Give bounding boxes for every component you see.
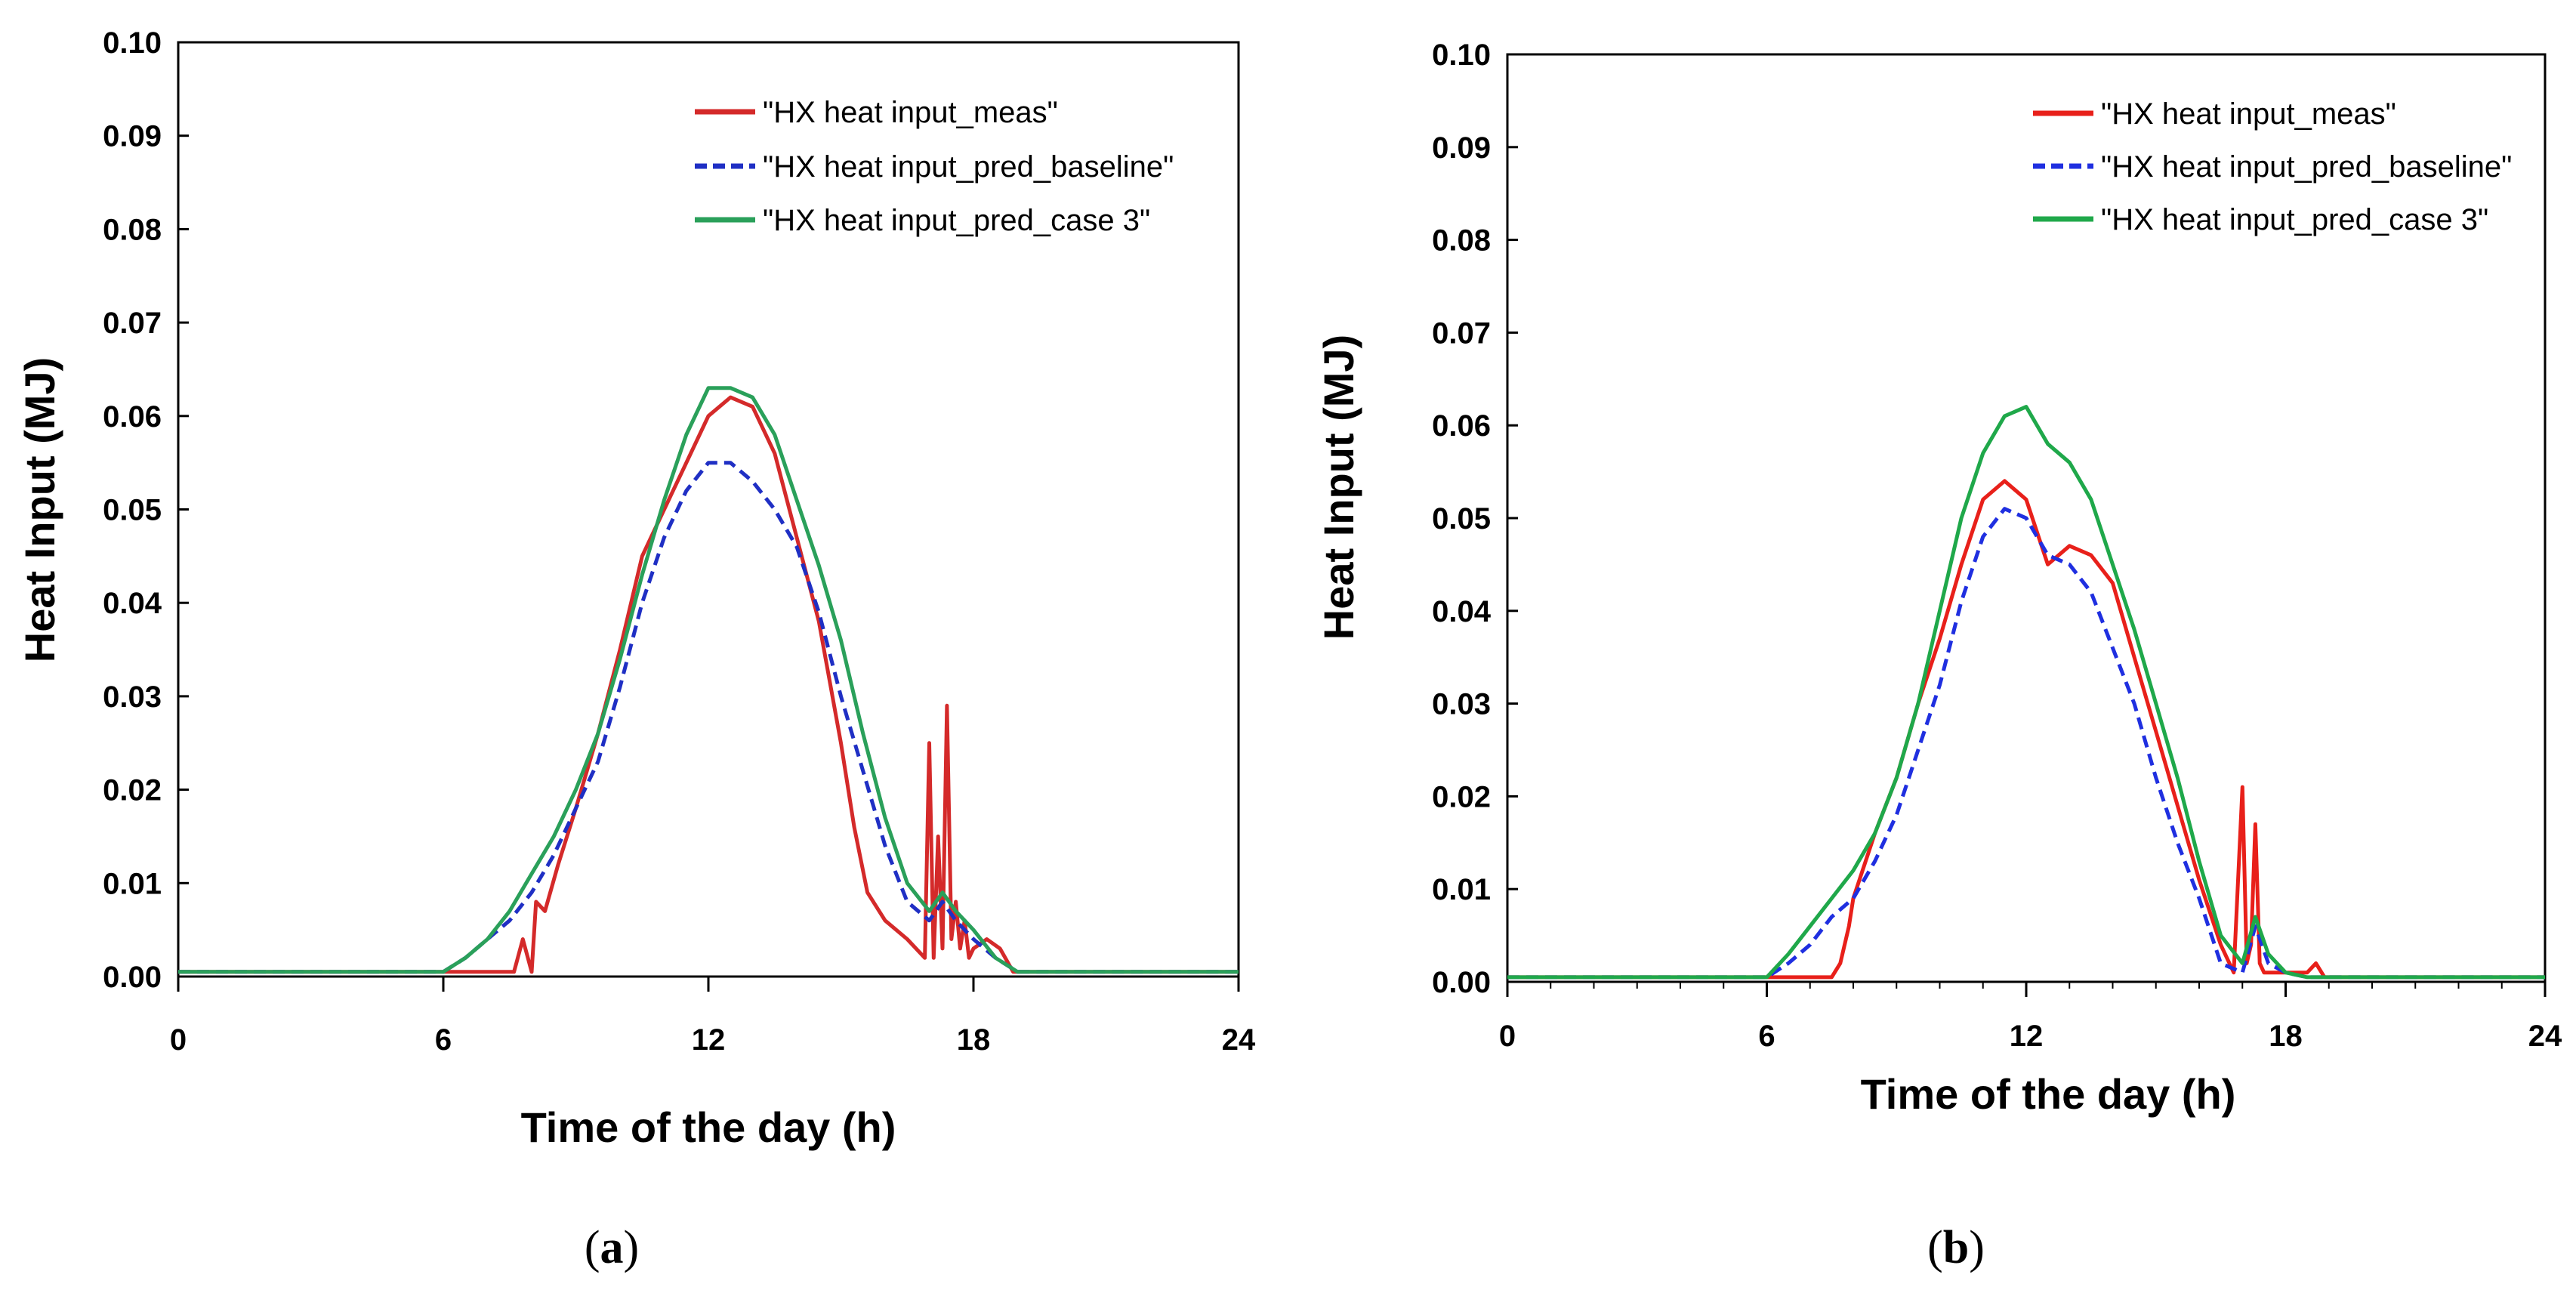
chart-b-y-tick-label: 0.01 bbox=[1432, 873, 1491, 906]
chart-b-y-tick-label: 0.00 bbox=[1432, 966, 1491, 999]
chart-a-x-tick-label: 24 bbox=[1222, 1023, 1256, 1057]
chart-a-x-tick-label: 6 bbox=[435, 1023, 452, 1057]
chart-b-x-tick-label: 0 bbox=[1499, 1020, 1516, 1053]
chart-a-y-tick-label: 0.06 bbox=[103, 400, 162, 434]
chart-b: 0.00 0.01 0.02 0.03 0.04 0.05 0.06 0.07 0.08 0.09… bbox=[1315, 39, 2562, 1273]
chart-a-y-tick-label: 0.04 bbox=[103, 587, 162, 620]
chart-b-series-3-line bbox=[1507, 405, 2545, 980]
chart-b-legend-label-2: "HX heat input_pred_baseline" bbox=[2101, 150, 2512, 184]
chart-b-legend-label-3: "HX heat input_pred_case 3" bbox=[2101, 203, 2488, 236]
chart-a-series-1-line bbox=[178, 395, 1239, 974]
chart-a-y-tick-label: 0.03 bbox=[103, 680, 162, 714]
chart-a-x-tick-label: 12 bbox=[692, 1023, 726, 1057]
chart-a-y-tick-label: 0.08 bbox=[103, 213, 162, 246]
chart-a-y-tick-label: 0.09 bbox=[103, 120, 162, 153]
chart-b-y-tick-label: 0.08 bbox=[1432, 224, 1491, 258]
chart-b-x-tick-label: 24 bbox=[2528, 1020, 2562, 1053]
chart-b-series-1-line bbox=[1507, 479, 2545, 980]
chart-panel-a: 0.00 0.01 0.02 0.03 0.04 0.05 0.06 0.07 0.08 0.09… bbox=[0, 0, 1284, 1293]
chart-a-y-axis-title: Heat Input (MJ) bbox=[16, 357, 63, 662]
chart-a-legend-label-3: "HX heat input_pred_case 3" bbox=[763, 204, 1150, 237]
chart-b-y-tick-label: 0.10 bbox=[1432, 39, 1491, 72]
chart-a-y-tick-label: 0.07 bbox=[103, 307, 162, 340]
chart-b-y-tick-label: 0.09 bbox=[1432, 131, 1491, 165]
chart-a-y-tick-label: 0.01 bbox=[103, 867, 162, 900]
chart-a: 0.00 0.01 0.02 0.03 0.04 0.05 0.06 0.07 0.08 0.09… bbox=[16, 26, 1256, 1273]
chart-a-x-axis-title: Time of the day (h) bbox=[521, 1103, 896, 1151]
chart-a-series-3-line bbox=[178, 386, 1239, 974]
chart-b-y-tick-label: 0.05 bbox=[1432, 502, 1491, 535]
chart-b-y-tick-label: 0.06 bbox=[1432, 409, 1491, 443]
chart-b-y-tick-label: 0.07 bbox=[1432, 316, 1491, 350]
chart-panel-b: 0.00 0.01 0.02 0.03 0.04 0.05 0.06 0.07 0.08 0.09… bbox=[1284, 0, 2576, 1293]
chart-b-y-tick-label: 0.03 bbox=[1432, 688, 1491, 721]
chart-b-x-axis-title: Time of the day (h) bbox=[1861, 1070, 2236, 1118]
chart-a-y-tick-label: 0.10 bbox=[103, 26, 162, 60]
chart-b-x-tick-label: 18 bbox=[2269, 1020, 2303, 1053]
chart-a-legend-label-1: "HX heat input_meas" bbox=[763, 96, 1058, 129]
chart-b-caption: (b) bbox=[1927, 1222, 1985, 1273]
chart-b-y-tick-label: 0.02 bbox=[1432, 780, 1491, 813]
chart-a-caption: (a) bbox=[585, 1222, 639, 1273]
chart-a-y-tick-label: 0.05 bbox=[103, 494, 162, 527]
chart-b-y-axis-title: Heat Input (MJ) bbox=[1315, 335, 1362, 640]
chart-a-legend-label-2: "HX heat input_pred_baseline" bbox=[763, 150, 1174, 184]
chart-b-x-tick-label: 12 bbox=[2010, 1020, 2044, 1053]
chart-b-series-2-line bbox=[1507, 507, 2545, 980]
chart-a-series-2-line bbox=[178, 461, 1239, 974]
chart-a-y-tick-label: 0.00 bbox=[103, 961, 162, 994]
chart-a-x-tick-label: 18 bbox=[957, 1023, 991, 1057]
chart-b-y-tick-label: 0.04 bbox=[1432, 595, 1492, 628]
chart-b-legend-label-1: "HX heat input_meas" bbox=[2101, 97, 2396, 131]
chart-a-x-tick-label: 0 bbox=[170, 1023, 187, 1057]
chart-a-y-tick-label: 0.02 bbox=[103, 774, 162, 807]
chart-b-x-tick-label: 6 bbox=[1758, 1020, 1775, 1053]
